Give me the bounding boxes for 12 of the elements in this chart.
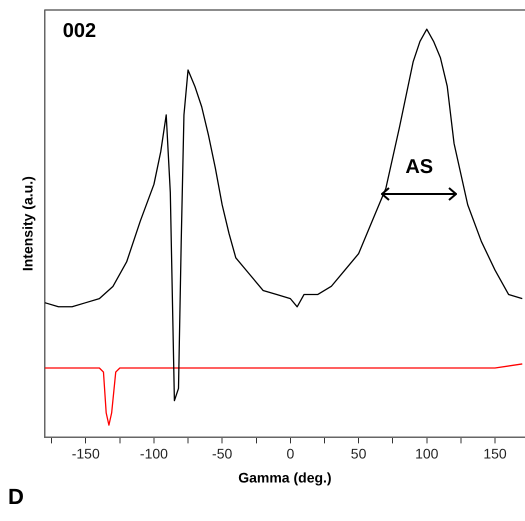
x-tick-label: -50 [212,446,232,462]
x-axis-title: Gamma (deg.) [238,469,332,486]
x-tick-label: -150 [72,446,100,462]
annotation: AS [405,156,434,179]
x-tick-label: 100 [415,446,439,462]
x-tick-label: -100 [140,446,168,462]
x-tick-label: 150 [483,446,507,462]
y-axis-title: Intensity (a.u.) [19,176,36,272]
x-tick-label: 50 [350,446,367,462]
annotation: 002 [62,20,96,43]
x-tick-label: 0 [286,446,294,462]
text: D [8,484,24,510]
